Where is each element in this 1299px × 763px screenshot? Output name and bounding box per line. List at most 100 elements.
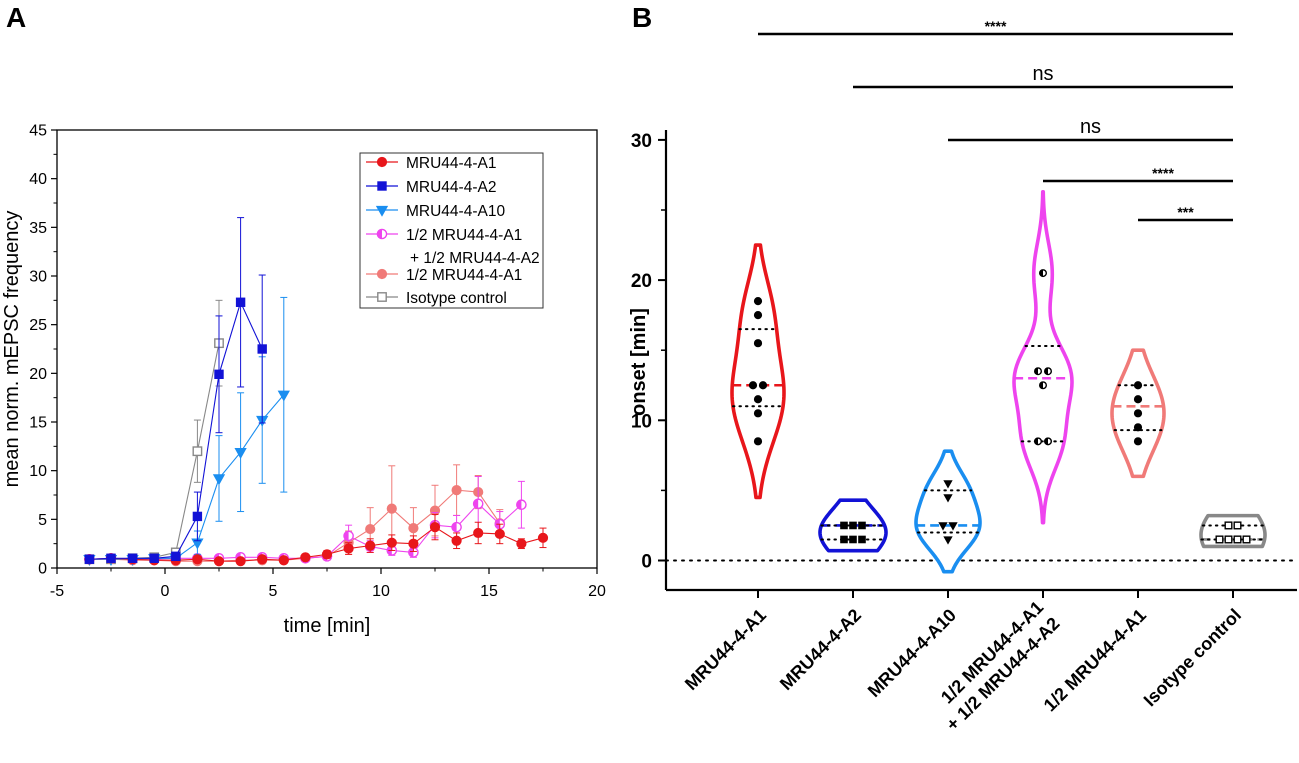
legend-label: MRU44-4-A2	[406, 179, 496, 196]
x-tick-label: 20	[588, 583, 606, 600]
data-point	[1133, 437, 1143, 446]
data-point	[1215, 535, 1224, 544]
y-tick-label: 10	[29, 463, 47, 480]
legend-label: MRU44-4-A1	[406, 155, 496, 172]
legend-label: Isotype control	[406, 290, 507, 307]
data-point-fill	[452, 522, 457, 532]
y-tick-label: 20	[631, 271, 652, 292]
y-axis-label: onset [min]	[628, 308, 650, 416]
data-point	[1038, 381, 1047, 390]
data-point-fill	[1034, 438, 1038, 445]
x-tick-label: 15	[480, 583, 498, 600]
data-point	[753, 311, 763, 320]
data-point	[858, 521, 866, 530]
data-point	[277, 390, 290, 402]
data-point	[753, 409, 763, 418]
data-point	[213, 556, 225, 567]
legend-marker	[376, 268, 388, 280]
legend-marker-fill	[377, 229, 382, 239]
data-point	[753, 339, 763, 348]
x-tick-label-group: MRU44-4-A2	[776, 605, 865, 694]
significance-label: ****	[985, 18, 1007, 34]
series-3	[83, 296, 290, 567]
data-point	[234, 447, 247, 459]
significance-label: ****	[1152, 165, 1174, 181]
data-point-fill	[1039, 381, 1043, 389]
data-point	[472, 498, 484, 510]
data-point	[343, 530, 354, 542]
violin-5	[1110, 348, 1166, 479]
data-point	[516, 499, 527, 511]
data-point	[494, 528, 505, 540]
data-point	[171, 551, 181, 562]
data-point-fill	[1034, 367, 1038, 375]
data-point	[386, 537, 397, 548]
y-tick-label: 25	[29, 317, 47, 334]
y-tick-label: 15	[29, 415, 47, 432]
y-tick-label: 30	[29, 269, 47, 286]
data-point	[1224, 535, 1233, 544]
violin-outline	[914, 449, 982, 574]
series-6	[84, 299, 224, 565]
data-point	[753, 297, 763, 306]
x-axis-label: time [min]	[284, 615, 371, 637]
data-point	[1133, 409, 1143, 418]
legend-label: 1/2 MRU44-4-A1	[406, 227, 522, 244]
data-point-fill	[1039, 269, 1043, 277]
data-point-fill	[473, 499, 479, 509]
data-point	[1133, 381, 1143, 390]
series-line	[89, 526, 544, 562]
data-point	[1038, 269, 1047, 278]
y-tick-label: 0	[641, 552, 652, 573]
violin-6	[1199, 513, 1267, 549]
data-point	[1133, 423, 1143, 432]
x-tick-label: MRU44-4-A1	[681, 605, 770, 694]
data-point	[938, 522, 948, 531]
data-point	[948, 522, 958, 531]
violin-3	[914, 449, 982, 574]
y-tick-label: 45	[29, 123, 47, 140]
violin-1	[730, 243, 786, 500]
legend-marker	[377, 292, 387, 302]
data-point	[214, 369, 224, 380]
y-tick-label: 0	[38, 561, 47, 578]
x-tick-label-group: Isotype control	[1140, 605, 1245, 710]
data-point-fill	[516, 500, 522, 510]
data-point	[451, 535, 462, 546]
data-point	[235, 556, 246, 567]
data-point	[257, 554, 268, 565]
data-point	[212, 474, 226, 486]
data-point	[1233, 521, 1242, 530]
legend-marker	[376, 156, 388, 168]
data-point	[537, 532, 549, 543]
legend-marker	[377, 181, 387, 191]
data-point	[840, 535, 848, 544]
data-point	[451, 521, 462, 533]
y-tick-label: 20	[29, 366, 47, 383]
data-point	[192, 446, 203, 457]
data-point	[849, 521, 857, 530]
x-tick-label-group: MRU44-4-A1	[681, 605, 770, 694]
data-point	[451, 485, 462, 496]
x-tick-label: 10	[372, 583, 390, 600]
data-point	[84, 554, 95, 564]
significance-label: ns	[1080, 116, 1101, 138]
y-tick-label: 40	[29, 171, 47, 188]
data-point	[753, 395, 763, 404]
data-point	[753, 437, 763, 446]
series-line	[89, 394, 285, 560]
data-point	[365, 523, 376, 535]
data-point	[429, 522, 441, 533]
legend-label: MRU44-4-A10	[406, 203, 505, 220]
legend-label: 1/2 MRU44-4-A1	[406, 267, 522, 284]
data-point	[343, 543, 354, 554]
panel-a-label: A	[6, 2, 26, 33]
data-point	[1043, 437, 1052, 446]
data-point	[943, 536, 953, 545]
x-tick-label: 0	[161, 583, 170, 600]
data-point	[1043, 367, 1052, 376]
y-tick-label: 35	[29, 220, 47, 237]
